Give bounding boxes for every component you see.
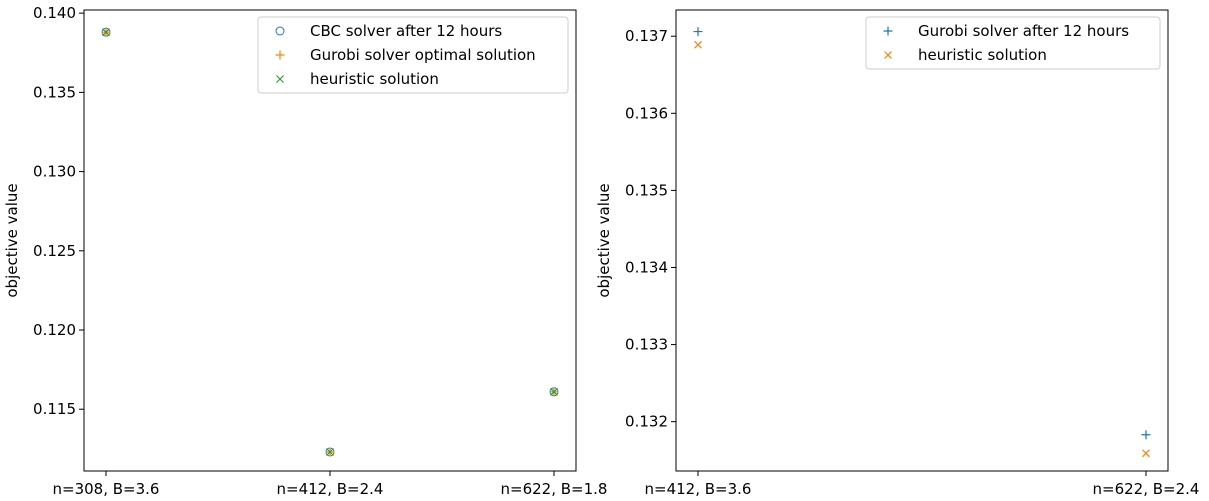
legend: Gurobi solver after 12 hours heuristic so… (865, 16, 1161, 70)
legend-entry: heuristic solution (310, 70, 439, 88)
y-tick-label: 0.132 (625, 413, 668, 431)
legend: CBC solver after 12 hours Gurobi solver o… (257, 16, 569, 94)
y-tick-label: 0.135 (625, 181, 668, 199)
y-tick-label: 0.125 (33, 242, 76, 260)
data-point (693, 27, 703, 37)
legend-marker (275, 26, 285, 36)
data-point (550, 387, 558, 396)
y-tick-label: 0.135 (33, 83, 76, 101)
legend-entry: Gurobi solver after 12 hours (918, 22, 1129, 40)
y-tick-label: 0.115 (33, 400, 76, 418)
data-point (326, 448, 334, 456)
y-axis-label: objective value (3, 183, 21, 297)
legend-marker (276, 75, 284, 83)
legend-marker (275, 50, 285, 60)
legend-entry: Gurobi solver optimal solution (310, 46, 536, 64)
x-tick-label: n=622, B=1.8 (501, 480, 608, 498)
y-tick-label: 0.140 (33, 4, 76, 22)
data-point (102, 28, 110, 37)
x-tick-label: n=622, B=2.4 (1093, 480, 1200, 498)
left-chart: 0.115 0.120 0.125 0.130 0.135 0.140 n=308, B=3… (3, 4, 607, 498)
x-tick-label: n=412, B=2.4 (277, 480, 384, 498)
legend-marker (884, 51, 892, 59)
data-point (694, 40, 702, 49)
plot-frame (675, 9, 1169, 472)
data-point (1141, 430, 1151, 440)
legend-box (865, 16, 1161, 70)
y-tick-label: 0.130 (33, 163, 76, 181)
data-point (1142, 449, 1150, 458)
y-tick-label: 0.137 (625, 27, 668, 45)
y-axis-label: objective value (595, 183, 613, 297)
right-chart: 0.132 0.133 0.134 0.135 0.136 0.137 n=412, B=3… (595, 9, 1200, 498)
legend-entry: heuristic solution (918, 46, 1047, 64)
y-tick-label: 0.136 (625, 104, 668, 122)
x-tick-label: n=412, B=3.6 (645, 480, 752, 498)
y-tick-label: 0.120 (33, 321, 76, 339)
legend-box (257, 16, 569, 94)
y-tick-label: 0.133 (625, 336, 668, 354)
x-tick-label: n=308, B=3.6 (53, 480, 160, 498)
legend-marker (883, 26, 893, 36)
legend-entry: CBC solver after 12 hours (310, 22, 502, 40)
y-tick-label: 0.134 (625, 258, 668, 276)
